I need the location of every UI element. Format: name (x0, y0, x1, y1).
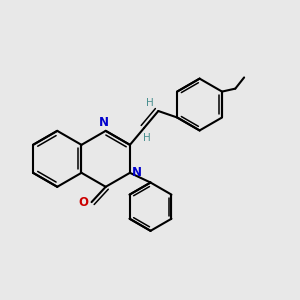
Text: H: H (146, 98, 154, 108)
Text: O: O (78, 196, 88, 208)
Text: N: N (132, 166, 142, 179)
Text: N: N (99, 116, 109, 128)
Text: H: H (143, 133, 151, 142)
